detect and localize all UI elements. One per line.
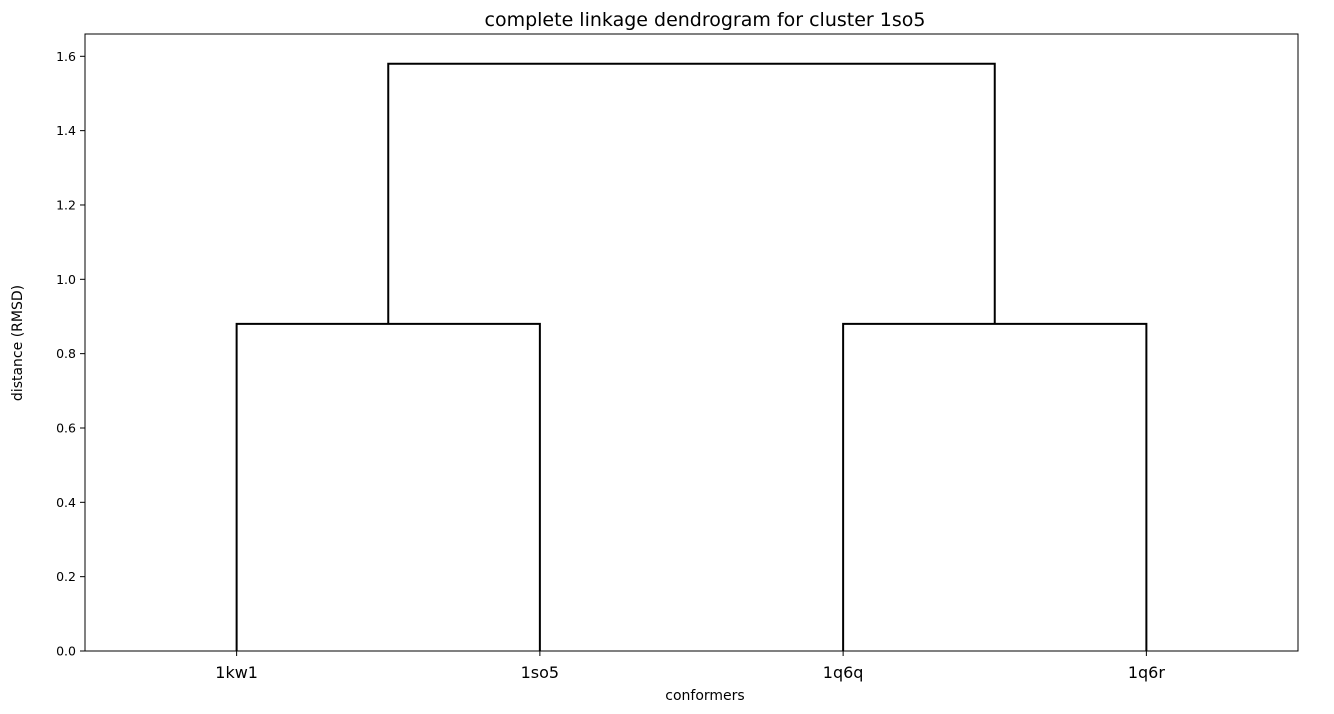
dendrogram-link-3 xyxy=(387,62,996,324)
leaf-label-1so5: 1so5 xyxy=(521,663,559,682)
leaf-label-1q6q: 1q6q xyxy=(823,663,864,682)
dendrogram-links xyxy=(235,62,1148,651)
chart-title: complete linkage dendrogram for cluster … xyxy=(485,9,926,31)
dendrogram-link-1 xyxy=(235,322,541,651)
y-axis: 0.0 0.2 0.4 0.6 0.8 1.0 1.2 1.4 1.6 xyxy=(56,49,85,659)
dendrogram-link-2 xyxy=(842,322,1148,651)
leaf-label-1kw1: 1kw1 xyxy=(215,663,258,682)
y-tick-label: 0.6 xyxy=(56,420,76,435)
y-tick-label: 1.6 xyxy=(56,49,76,64)
x-axis: 1kw1 1so5 1q6q 1q6r xyxy=(215,651,1165,682)
y-tick-label: 1.0 xyxy=(56,272,76,287)
leaf-label-1q6r: 1q6r xyxy=(1128,663,1166,682)
plot-frame xyxy=(84,33,1299,652)
y-tick-label: 1.4 xyxy=(56,123,76,138)
y-tick-label: 0.8 xyxy=(56,346,76,361)
y-tick-label: 0.2 xyxy=(56,569,76,584)
y-axis-label: distance (RMSD) xyxy=(10,285,26,401)
y-tick-label: 0.4 xyxy=(56,495,76,510)
x-axis-label: conformers xyxy=(665,688,744,704)
y-tick-label: 0.0 xyxy=(56,644,76,659)
y-tick-label: 1.2 xyxy=(56,197,76,212)
